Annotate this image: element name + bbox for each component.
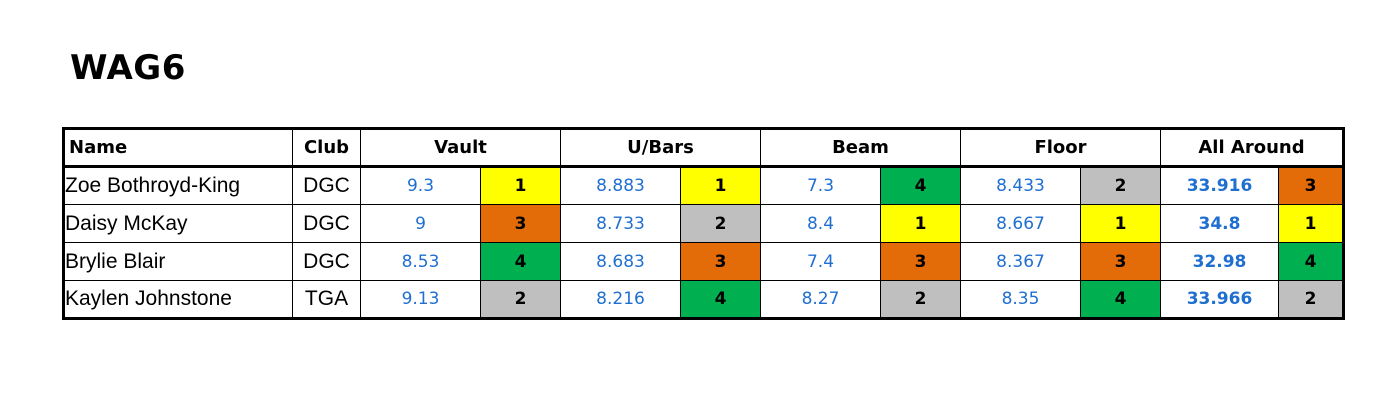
- floor-rank: 4: [1080, 280, 1161, 319]
- beam-score: 8.27: [760, 280, 881, 319]
- beam-rank: 3: [880, 242, 961, 281]
- club-cell: DGC: [292, 242, 361, 281]
- header-name: Name: [63, 128, 293, 168]
- ubars-score: 8.683: [560, 242, 681, 281]
- vault-rank: 2: [480, 280, 561, 319]
- gymnast-name: Kaylen Johnstone: [63, 280, 293, 319]
- page-title: WAG6: [70, 48, 186, 88]
- floor-score: 8.367: [960, 242, 1081, 281]
- gymnast-name: Brylie Blair: [63, 242, 293, 281]
- all-around-score: 34.8: [1160, 204, 1279, 243]
- header-ubars: U/Bars: [560, 128, 761, 168]
- beam-rank: 2: [880, 280, 961, 319]
- ubars-rank: 4: [680, 280, 761, 319]
- table-row: Kaylen Johnstone TGA 9.13 2 8.216 4 8.27…: [63, 280, 1344, 319]
- all-around-score: 33.966: [1160, 280, 1279, 319]
- vault-score: 9: [360, 204, 481, 243]
- floor-score: 8.433: [960, 166, 1081, 205]
- vault-rank: 1: [480, 166, 561, 205]
- header-vault: Vault: [360, 128, 561, 168]
- all-around-rank: 2: [1278, 280, 1344, 319]
- all-around-rank: 3: [1278, 166, 1344, 205]
- results-table: Name Club Vault U/Bars Beam Floor All Ar…: [62, 127, 1345, 320]
- all-around-score: 32.98: [1160, 242, 1279, 281]
- vault-rank: 4: [480, 242, 561, 281]
- club-cell: DGC: [292, 204, 361, 243]
- vault-rank: 3: [480, 204, 561, 243]
- all-around-score: 33.916: [1160, 166, 1279, 205]
- ubars-rank: 3: [680, 242, 761, 281]
- beam-score: 7.3: [760, 166, 881, 205]
- ubars-score: 8.883: [560, 166, 681, 205]
- gymnast-name: Daisy McKay: [63, 204, 293, 243]
- header-all-around: All Around: [1160, 128, 1344, 168]
- floor-rank: 3: [1080, 242, 1161, 281]
- club-cell: TGA: [292, 280, 361, 319]
- vault-score: 8.53: [360, 242, 481, 281]
- all-around-rank: 4: [1278, 242, 1344, 281]
- header-club: Club: [292, 128, 361, 168]
- beam-rank: 1: [880, 204, 961, 243]
- beam-score: 7.4: [760, 242, 881, 281]
- header-beam: Beam: [760, 128, 961, 168]
- gymnast-name: Zoe Bothroyd-King: [63, 166, 293, 205]
- ubars-rank: 1: [680, 166, 761, 205]
- header-row: Name Club Vault U/Bars Beam Floor All Ar…: [63, 128, 1344, 168]
- floor-score: 8.667: [960, 204, 1081, 243]
- table-row: Brylie Blair DGC 8.53 4 8.683 3 7.4 3 8.…: [63, 242, 1344, 281]
- club-cell: DGC: [292, 166, 361, 205]
- floor-rank: 2: [1080, 166, 1161, 205]
- table-row: Zoe Bothroyd-King DGC 9.3 1 8.883 1 7.3 …: [63, 166, 1344, 205]
- ubars-score: 8.733: [560, 204, 681, 243]
- beam-score: 8.4: [760, 204, 881, 243]
- floor-rank: 1: [1080, 204, 1161, 243]
- ubars-score: 8.216: [560, 280, 681, 319]
- ubars-rank: 2: [680, 204, 761, 243]
- floor-score: 8.35: [960, 280, 1081, 319]
- all-around-rank: 1: [1278, 204, 1344, 243]
- beam-rank: 4: [880, 166, 961, 205]
- header-floor: Floor: [960, 128, 1161, 168]
- vault-score: 9.13: [360, 280, 481, 319]
- vault-score: 9.3: [360, 166, 481, 205]
- table-row: Daisy McKay DGC 9 3 8.733 2 8.4 1 8.667 …: [63, 204, 1344, 243]
